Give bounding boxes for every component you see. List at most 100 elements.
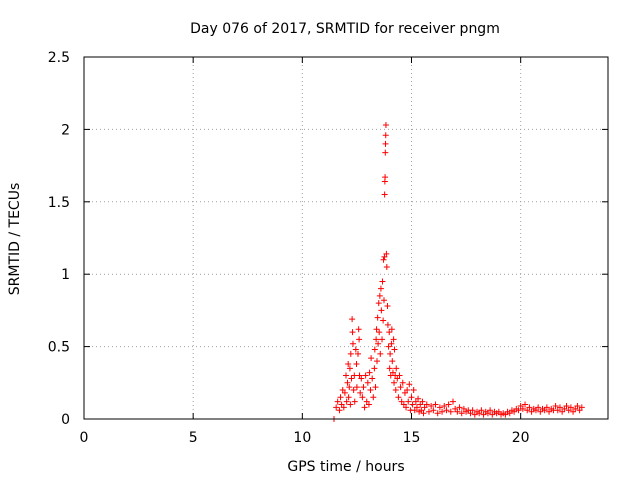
data-point	[456, 404, 463, 411]
data-point	[515, 407, 522, 414]
data-point	[358, 375, 365, 382]
axis-ticks: 0 5 10 15 20 0 0.5 1 1.5 2 2.5	[48, 50, 608, 446]
plot-frame	[83, 56, 609, 420]
data-point	[376, 292, 383, 299]
data-point	[419, 398, 426, 405]
y-tick-label: 1.5	[48, 195, 70, 211]
data-point	[552, 402, 559, 409]
data-point	[415, 395, 422, 402]
data-point	[351, 398, 358, 405]
data-point	[349, 340, 356, 347]
data-point	[458, 410, 465, 417]
data-point	[389, 358, 396, 365]
data-point	[420, 410, 427, 417]
data-point	[349, 329, 356, 336]
y-tick-label: 0	[61, 412, 70, 428]
data-point	[375, 340, 382, 347]
data-point	[345, 394, 352, 401]
data-point	[388, 326, 395, 333]
data-point	[345, 360, 352, 367]
data-point	[392, 387, 399, 394]
data-point	[371, 365, 378, 372]
data-point	[390, 336, 397, 343]
data-point	[372, 384, 379, 391]
data-point	[441, 402, 448, 409]
data-point	[413, 404, 420, 411]
data-point	[396, 372, 403, 379]
data-point	[334, 398, 341, 405]
data-point	[404, 387, 411, 394]
data-point	[379, 278, 386, 285]
data-point	[356, 336, 363, 343]
data-point	[383, 263, 390, 270]
data-point	[377, 285, 384, 292]
data-point	[405, 398, 412, 405]
data-point	[567, 404, 574, 411]
data-point	[359, 394, 366, 401]
data-points	[330, 122, 585, 422]
data-point	[439, 408, 446, 415]
data-point	[393, 365, 400, 372]
data-point	[369, 375, 376, 382]
data-point	[353, 384, 360, 391]
data-point	[449, 398, 456, 405]
data-point	[409, 401, 416, 408]
data-point	[344, 379, 351, 386]
data-point	[373, 336, 380, 343]
data-point	[522, 401, 529, 408]
data-point	[364, 379, 371, 386]
data-point	[428, 402, 435, 409]
data-point	[353, 360, 360, 367]
data-point	[423, 401, 430, 408]
data-point	[373, 326, 380, 333]
data-point	[526, 404, 533, 411]
x-tick-label: 20	[512, 430, 530, 446]
data-point	[374, 358, 381, 365]
data-point	[346, 365, 353, 372]
data-point	[403, 404, 410, 411]
data-point	[343, 398, 350, 405]
data-point	[388, 340, 395, 347]
data-point	[385, 343, 392, 350]
data-point	[487, 407, 494, 414]
data-point	[380, 317, 387, 324]
y-tick-label: 1	[61, 267, 70, 283]
data-point	[357, 389, 364, 396]
data-point	[379, 336, 386, 343]
data-point	[382, 149, 389, 156]
data-point	[337, 394, 344, 401]
data-point	[384, 303, 391, 310]
data-point	[374, 314, 381, 321]
data-point	[399, 379, 406, 386]
data-point	[348, 375, 355, 382]
data-point	[366, 369, 373, 376]
data-point	[543, 404, 550, 411]
data-point	[355, 350, 362, 357]
y-axis-label: SRMTID / TECUs	[7, 183, 23, 296]
data-point	[341, 389, 348, 396]
data-point	[430, 407, 437, 414]
data-point	[408, 394, 415, 401]
grid	[84, 57, 608, 419]
data-point	[391, 346, 398, 353]
data-point	[340, 404, 347, 411]
y-tick-label: 0.5	[48, 340, 70, 356]
data-point	[425, 408, 432, 415]
data-point	[361, 404, 368, 411]
data-point	[375, 300, 382, 307]
data-point	[350, 387, 357, 394]
data-point	[371, 346, 378, 353]
data-point	[336, 407, 343, 414]
data-point	[370, 394, 377, 401]
data-point	[362, 372, 369, 379]
data-point	[382, 132, 389, 139]
data-point	[535, 404, 542, 411]
x-axis-label: GPS time / hours	[287, 459, 404, 475]
x-tick-label: 5	[189, 430, 198, 446]
x-tick-label: 10	[293, 430, 311, 446]
data-point	[380, 297, 387, 304]
data-point	[360, 384, 367, 391]
data-point	[563, 402, 570, 409]
data-point	[519, 405, 526, 412]
data-point	[347, 401, 354, 408]
